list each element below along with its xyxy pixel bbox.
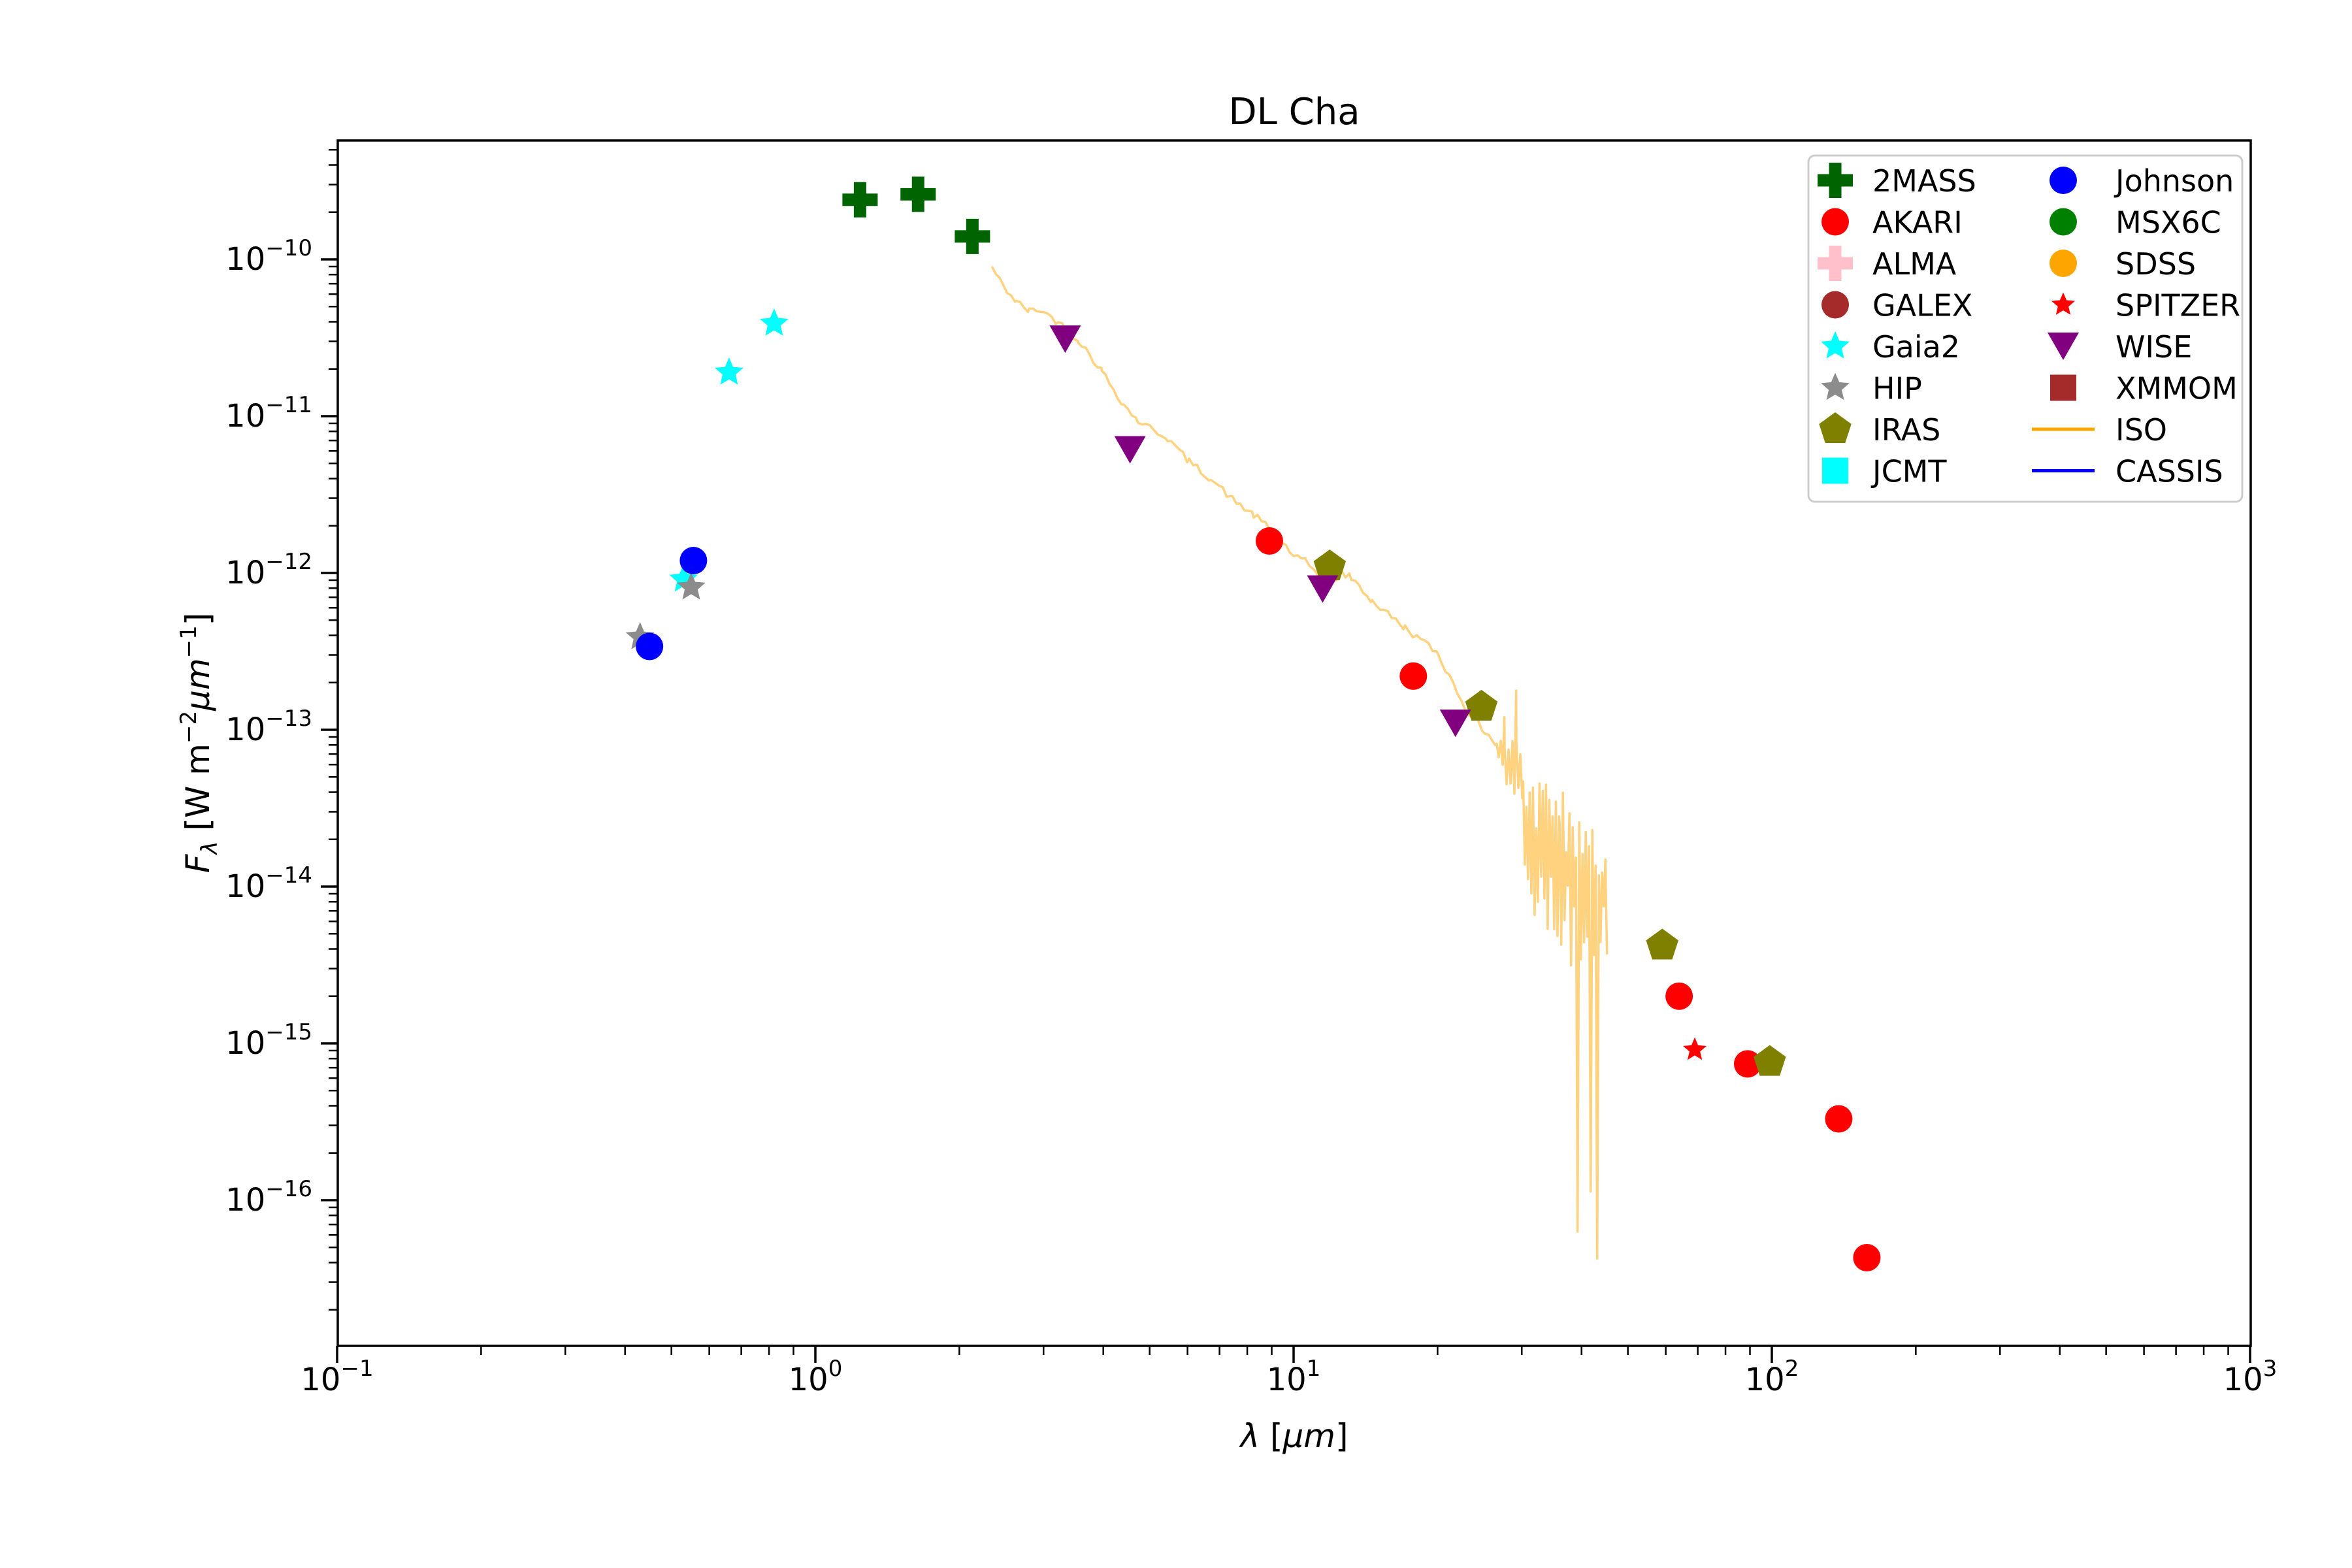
y-axis-label: Fλ​ [W m−2​μm−1​] [176, 613, 223, 874]
legend-label-JCMT: JCMT [1870, 454, 1947, 489]
legend-marker-Gaia2 [1821, 331, 1850, 359]
legend-item-ISO: ISO [2032, 412, 2167, 448]
legend-marker-2MASS [1818, 163, 1853, 198]
point-AKARI [1255, 527, 1283, 555]
point-Gaia2 [760, 308, 789, 336]
legend-marker-SPITZER [2051, 292, 2076, 315]
legend: 2MASS AKARI ALMA GALEX Gaia2 HIP IRAS JCMT Johns… [1807, 154, 2244, 503]
legend-label-ISO: ISO [2115, 412, 2167, 448]
legend-label-MSX6C: MSX6C [2115, 205, 2221, 240]
legend-marker-SDSS [2050, 250, 2077, 277]
point-WISE [1307, 575, 1339, 603]
legend-label-SDSS: SDSS [2115, 246, 2196, 282]
x-tick-label: 103 [2223, 1356, 2278, 1398]
legend-label-2MASS: 2MASS [1872, 163, 1976, 199]
point-2MASS [955, 218, 990, 254]
legend-item-ALMA: ALMA [1818, 246, 1957, 282]
legend-marker-AKARI [1821, 208, 1849, 236]
legend-label-CASSIS: CASSIS [2115, 454, 2223, 489]
y-tick-label: 10−16 [225, 1176, 312, 1218]
legend-item-IRAS: IRAS [1819, 412, 1940, 448]
y-tick-label: 10−11 [225, 392, 312, 434]
point-IRAS [1754, 1045, 1786, 1076]
y-tick-label: 10−15 [225, 1019, 312, 1062]
point-IRAS [1465, 689, 1498, 721]
legend-label-XMMOM: XMMOM [2115, 371, 2238, 406]
point-HIP [677, 572, 706, 600]
legend-label-SPITZER: SPITZER [2115, 288, 2240, 323]
point-IRAS [1646, 928, 1678, 960]
legend-box [1807, 154, 2244, 503]
legend-label-Gaia2: Gaia2 [1872, 329, 1960, 365]
legend-marker-IRAS [1819, 412, 1852, 443]
plot-title: DL Cha [1228, 91, 1360, 133]
legend-item-MSX6C: MSX6C [2050, 205, 2221, 240]
legend-marker-MSX6C [2050, 208, 2077, 236]
x-tick-label: 101 [1267, 1356, 1321, 1398]
legend-item-HIP: HIP [1821, 371, 1922, 406]
x-tick-label: 102 [1745, 1356, 1799, 1398]
y-tick-label: 10−12 [225, 549, 312, 591]
axis-labels-layer: 10−1 100 101 102 103 10−10 10−11 10−12 10−13 10−1… [176, 235, 2277, 1455]
legend-item-SPITZER: SPITZER [2051, 288, 2240, 323]
legend-marker-XMMOM [2050, 374, 2076, 401]
point-2MASS [842, 182, 878, 218]
legend-item-2MASS: 2MASS [1818, 163, 1976, 199]
point-AKARI [1399, 662, 1428, 690]
legend-item-AKARI: AKARI [1821, 205, 1963, 240]
legend-item-CASSIS: CASSIS [2032, 454, 2223, 489]
legend-label-HIP: HIP [1872, 371, 1922, 406]
legend-item-XMMOM: XMMOM [2050, 371, 2238, 406]
point-WISE [1439, 710, 1471, 738]
legend-label-WISE: WISE [2115, 329, 2192, 365]
legend-item-SDSS: SDSS [2050, 246, 2196, 282]
point-Gaia2 [715, 357, 743, 385]
y-tick-label: 10−13 [225, 706, 312, 748]
point-Johnson [679, 546, 708, 574]
legend-marker-Johnson [2050, 167, 2077, 194]
legend-item-Gaia2: Gaia2 [1821, 329, 1960, 365]
y-tick-label: 10−10 [225, 235, 312, 278]
legend-marker-JCMT [1822, 457, 1848, 484]
x-axis-label: λ [μm] [1238, 1417, 1348, 1455]
x-tick-label: 10−1 [301, 1356, 373, 1398]
x-tick-label: 100 [789, 1356, 843, 1398]
legend-marker-WISE [2048, 333, 2079, 360]
legend-item-WISE: WISE [2048, 329, 2192, 365]
legend-label-GALEX: GALEX [1872, 288, 1972, 323]
legend-item-GALEX: GALEX [1821, 288, 1972, 323]
point-2MASS [900, 176, 936, 212]
legend-label-Johnson: Johnson [2114, 163, 2234, 199]
point-SPITZER [1683, 1037, 1707, 1060]
point-AKARI [1665, 982, 1693, 1010]
point-AKARI [1825, 1105, 1853, 1133]
iso-spectrum-line [990, 266, 1609, 1260]
point-AKARI [1853, 1243, 1881, 1271]
data-points-layer [625, 176, 1881, 1271]
legend-item-Johnson: Johnson [2050, 163, 2234, 199]
y-tick-label: 10−14 [225, 862, 312, 905]
legend-marker-HIP [1821, 372, 1850, 400]
axes-layer [321, 139, 2252, 1363]
legend-label-IRAS: IRAS [1872, 412, 1940, 448]
legend-marker-GALEX [1821, 291, 1849, 319]
legend-item-JCMT: JCMT [1822, 454, 1947, 489]
point-WISE [1114, 436, 1146, 464]
point-WISE [1049, 325, 1081, 353]
legend-marker-ALMA [1818, 246, 1853, 281]
legend-label-AKARI: AKARI [1872, 205, 1963, 240]
iso-spectrum-path [990, 266, 1609, 1260]
point-IRAS [1313, 549, 1346, 581]
legend-label-ALMA: ALMA [1872, 246, 1957, 282]
point-Johnson [636, 632, 664, 661]
